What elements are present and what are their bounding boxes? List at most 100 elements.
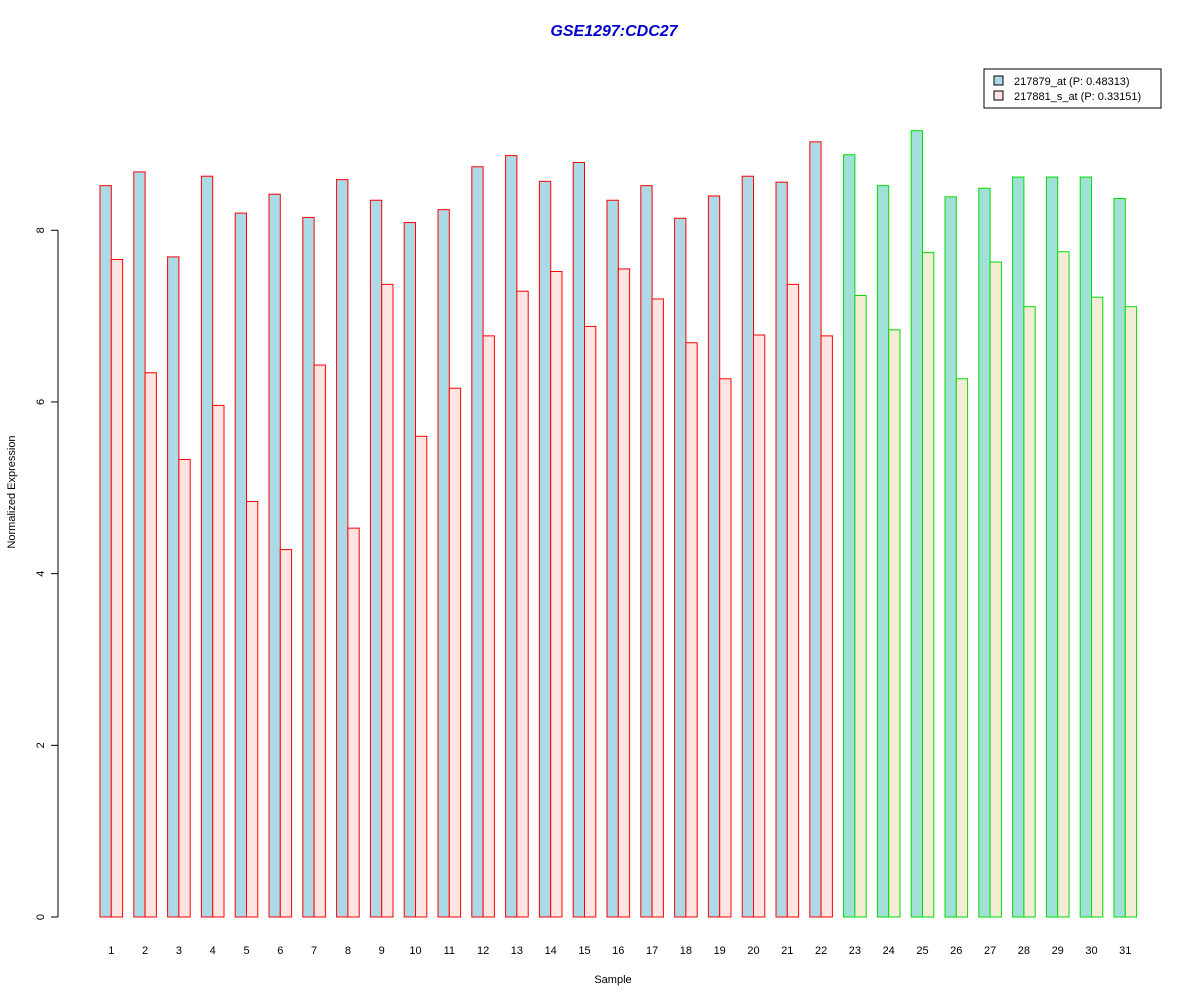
bar-series-1-sample-25: [910, 130, 924, 918]
y-tick-label: 0: [35, 914, 47, 920]
bar-series-2-sample-31: [1124, 306, 1138, 918]
x-tick-label: 3: [176, 945, 182, 957]
bar-series-1-sample-1: [99, 185, 112, 918]
bar-series-2-sample-16: [617, 268, 631, 918]
x-tick-label: 20: [747, 945, 759, 957]
legend-box: [983, 68, 1162, 109]
bar-series-2-sample-28: [1023, 306, 1036, 918]
bar-series-1-sample-17: [640, 185, 653, 918]
legend: 217879_at (P: 0.48313) 217881_s_at (P: 0…: [983, 68, 1162, 109]
bar-series-2-sample-11: [448, 387, 462, 918]
bar-series-1-sample-7: [302, 216, 315, 918]
bar-series-1-sample-8: [336, 179, 349, 918]
x-tick-label: 14: [545, 945, 557, 957]
bar-series-2-sample-27: [989, 261, 1002, 918]
x-tick-label: 31: [1119, 945, 1131, 957]
bar-series-2-sample-4: [212, 404, 225, 918]
x-tick-label: 29: [1052, 945, 1064, 957]
y-tick-label: 8: [35, 227, 47, 233]
y-axis: 0 2 4 6 8: [35, 227, 59, 920]
x-tick-label: 11: [444, 945, 455, 957]
bar-series-2-sample-24: [888, 329, 901, 918]
bar-series-1-sample-30: [1079, 176, 1092, 918]
bar-series-2-sample-8: [347, 527, 360, 918]
x-tick-label: 8: [345, 945, 351, 957]
bar-series-2-sample-29: [1057, 251, 1070, 918]
bar-series-2-sample-15: [584, 325, 597, 918]
bar-series-2-sample-6: [279, 549, 293, 918]
bar-series-1-sample-10: [403, 222, 417, 918]
bar-series-2-sample-25: [922, 252, 935, 918]
legend-label-series-1: 217879_at (P: 0.48313): [1014, 76, 1130, 88]
bar-series-1-sample-24: [876, 185, 890, 918]
bar-series-1-sample-29: [1045, 176, 1059, 918]
bar-series-2-sample-23: [854, 295, 867, 918]
x-tick-label: 28: [1018, 945, 1030, 957]
x-tick-label: 10: [409, 945, 421, 957]
x-tick-label: 9: [379, 945, 385, 957]
bar-series-1-sample-16: [606, 199, 619, 918]
bar-series-1-sample-2: [133, 171, 146, 918]
bar-series-1-sample-31: [1113, 198, 1126, 918]
x-tick-label: 25: [916, 945, 928, 957]
bar-series-2-sample-18: [685, 342, 698, 918]
x-tick-label: 2: [142, 945, 148, 957]
bar-series-1-sample-11: [437, 209, 450, 918]
bar-series-2-sample-26: [955, 378, 969, 918]
bar-series-1-sample-21: [775, 181, 788, 918]
x-tick-label: 24: [883, 945, 895, 957]
x-tick-label: 22: [815, 945, 827, 957]
x-axis: 1 2 3 4 5 6 7 8 9 10 11 12 13 14 15 16 17 18 19 20 21 22 23 24 2…: [108, 945, 1131, 957]
x-tick-label: 12: [477, 945, 489, 957]
bar-series-2-sample-2: [144, 372, 157, 918]
bar-series-2-sample-3: [178, 458, 191, 918]
y-tick-label: 2: [35, 742, 47, 748]
y-axis-label: Normalized Expression: [6, 435, 18, 548]
x-tick-label: 23: [849, 945, 861, 957]
bar-series-2-sample-9: [381, 283, 394, 918]
bar-series-2-sample-13: [516, 290, 529, 918]
x-tick-label: 4: [210, 945, 216, 957]
legend-label-series-2: 217881_s_at (P: 0.33151): [1014, 91, 1141, 103]
x-tick-label: 19: [714, 945, 726, 957]
bar-series-1-sample-5: [234, 212, 247, 918]
bar-series-1-sample-12: [471, 166, 484, 918]
x-tick-label: 21: [781, 945, 793, 957]
bar-series-1-sample-9: [369, 199, 383, 918]
x-tick-label: 30: [1085, 945, 1097, 957]
bar-series-2-sample-20: [753, 334, 766, 918]
bar-series-1-sample-3: [167, 256, 180, 918]
bar-series-2-sample-12: [482, 335, 495, 918]
bar-series-1-sample-13: [505, 155, 518, 918]
x-axis-label: Sample: [594, 974, 631, 986]
y-tick-label: 6: [35, 399, 47, 405]
x-tick-label: 5: [243, 945, 249, 957]
x-tick-label: 6: [277, 945, 283, 957]
x-tick-label: 7: [311, 945, 317, 957]
bar-series-1-sample-20: [741, 175, 755, 918]
bar-series-1-sample-15: [572, 161, 586, 918]
bar-series-1-sample-28: [1012, 176, 1025, 918]
legend-swatch-series-2: [993, 90, 1004, 101]
bar-series-1-sample-26: [944, 196, 957, 918]
bar-series-2-sample-22: [820, 335, 833, 918]
bar-series-1-sample-23: [843, 154, 856, 918]
bar-series-1-sample-27: [978, 187, 991, 918]
legend-swatch-series-1: [993, 75, 1004, 86]
bar-series-1-sample-18: [674, 217, 687, 918]
x-tick-label: 17: [646, 945, 658, 957]
bar-series-2-sample-30: [1091, 296, 1104, 918]
bar-series-2-sample-14: [550, 270, 563, 918]
y-tick-label: 4: [35, 571, 47, 577]
bar-series-2-sample-19: [719, 378, 732, 918]
x-tick-label: 13: [511, 945, 523, 957]
bar-series-2-sample-7: [313, 364, 326, 918]
x-tick-label: 26: [950, 945, 962, 957]
x-tick-label: 18: [680, 945, 692, 957]
bar-series-1-sample-4: [200, 175, 214, 918]
bar-series-2-sample-21: [786, 283, 800, 918]
chart-title: GSE1297:CDC27: [550, 23, 678, 40]
x-tick-label: 15: [578, 945, 590, 957]
bar-series-2-sample-10: [415, 435, 428, 918]
